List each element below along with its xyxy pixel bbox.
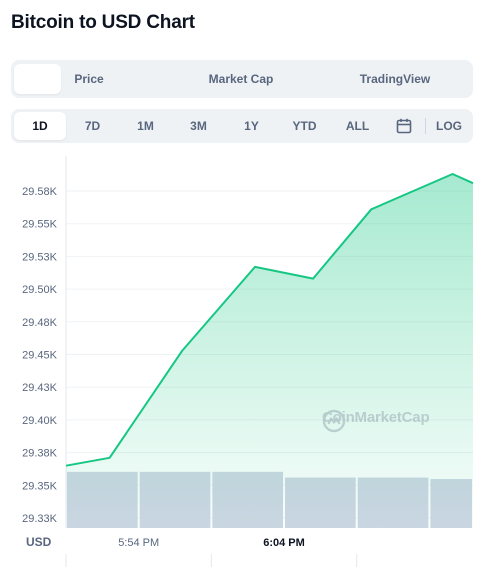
y-tick-label: 29.58K — [22, 186, 58, 198]
page-title: Bitcoin to USD Chart — [11, 12, 195, 33]
time-range-selector: 1D 7D 1M 3M 1Y YTD ALL LOG — [11, 109, 473, 143]
tab-price[interactable]: Price — [74, 72, 104, 86]
range-1d-button[interactable]: 1D — [14, 112, 66, 140]
range-3m-button[interactable]: 3M — [190, 119, 207, 133]
price-chart[interactable]: 29.58K 29.55K 29.53K 29.50K 29.48K 29.45K 29.4… — [0, 150, 484, 567]
y-tick-label: 29.35K — [22, 480, 58, 492]
tab-blank-active[interactable] — [14, 64, 61, 94]
x-tick-label: 5:54 PM — [118, 537, 159, 549]
price-line — [65, 173, 474, 467]
price-chart-svg: 29.58K 29.55K 29.53K 29.50K 29.48K 29.45K 29.4… — [22, 156, 474, 567]
y-tick-label: 29.53K — [22, 251, 58, 263]
y-tick-label: 29.40K — [22, 415, 58, 427]
y-tick-label: 29.33K — [22, 513, 58, 525]
range-all-button[interactable]: ALL — [345, 119, 370, 133]
y-tick-label: 29.38K — [22, 448, 58, 460]
y-tick-label: 29.43K — [22, 382, 58, 394]
y-tick-label: 29.45K — [22, 350, 58, 362]
range-divider — [425, 118, 426, 134]
y-tick-label: 29.48K — [22, 317, 58, 329]
y-tick-label: 29.55K — [22, 219, 58, 231]
coinmarketcap-logo-icon — [322, 409, 346, 433]
watermark-text: CoinMarketCap — [322, 409, 430, 426]
tab-market-cap[interactable]: Market Cap — [208, 72, 274, 86]
range-1y-button[interactable]: 1Y — [244, 119, 259, 133]
chart-type-tabs: Price Market Cap TradingView — [11, 60, 473, 98]
y-tick-label: 29.50K — [22, 284, 58, 296]
log-scale-button[interactable]: LOG — [436, 119, 462, 133]
tab-tradingview[interactable]: TradingView — [359, 72, 431, 86]
currency-label: USD — [26, 535, 52, 549]
watermark: CoinMarketCap — [322, 409, 430, 433]
range-ytd-button[interactable]: YTD — [292, 119, 317, 133]
calendar-icon[interactable] — [391, 112, 417, 140]
price-area-fill — [66, 174, 473, 528]
range-1m-button[interactable]: 1M — [137, 119, 154, 133]
x-tick-label: 6:04 PM — [263, 537, 305, 549]
range-7d-button[interactable]: 7D — [84, 119, 101, 133]
